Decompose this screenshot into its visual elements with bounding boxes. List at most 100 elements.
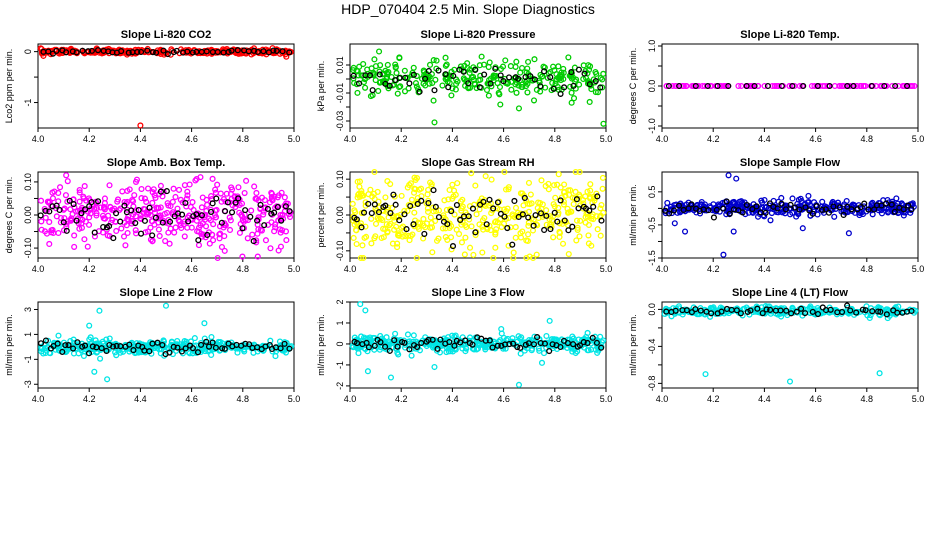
data-point: [275, 192, 282, 199]
overlay-point: [469, 341, 476, 348]
data-point: [449, 181, 456, 188]
data-point: [518, 83, 525, 90]
overlay-point: [154, 339, 161, 346]
data-point: [46, 240, 53, 247]
overlay-point: [504, 224, 511, 232]
overlay-point: [386, 347, 393, 354]
data-point: [240, 218, 248, 225]
data-point: [46, 198, 53, 205]
data-point: [510, 254, 517, 262]
data-point: [546, 213, 554, 220]
data-point: [890, 310, 897, 317]
overlay-point: [257, 201, 264, 208]
overlay-point: [118, 48, 125, 55]
data-point: [261, 49, 268, 56]
overlay-point: [883, 200, 890, 207]
data-point: [60, 206, 67, 213]
data-point: [485, 202, 492, 209]
outlier-point: [733, 175, 740, 182]
data-point: [504, 205, 511, 212]
y-axis-label: kPa per min.: [316, 61, 326, 112]
overlay-point: [376, 71, 383, 78]
plot-frame: [661, 171, 919, 259]
overlay-point: [73, 217, 80, 224]
data-point: [533, 86, 540, 93]
data-point: [492, 244, 499, 251]
data-point: [435, 235, 442, 242]
x-tick-label: 4.2: [707, 264, 720, 274]
outlier-point: [387, 374, 395, 381]
data-point: [415, 225, 422, 233]
overlay-point: [56, 206, 63, 214]
overlay-point: [530, 222, 537, 229]
data-point: [462, 222, 469, 229]
data-point: [209, 175, 216, 182]
data-point: [497, 65, 505, 73]
data-point: [597, 205, 604, 212]
overlay-point: [212, 344, 219, 351]
overlay-point: [442, 71, 449, 78]
data-point: [253, 195, 260, 203]
x-tick-label: 4.6: [185, 264, 198, 274]
data-point: [410, 332, 417, 339]
data-point: [62, 192, 69, 199]
data-point: [209, 237, 217, 244]
data-point: [181, 182, 188, 189]
data-point: [597, 232, 604, 239]
overlay-point: [809, 210, 816, 217]
panel-7: Slope Line 2 Flow 4.0 4.2 4.4 4.6 4.8 5.0 -3 -1 1…: [4, 287, 300, 404]
overlay-point: [688, 309, 695, 316]
data-point: [799, 204, 806, 212]
overlay-point: [225, 48, 232, 56]
overlay-point: [460, 68, 467, 75]
overlay-point: [386, 82, 393, 89]
overlay-point: [557, 343, 564, 351]
data-point: [81, 236, 88, 243]
data-point: [525, 231, 532, 238]
data-point: [394, 90, 401, 97]
data-point: [38, 348, 45, 355]
data-point: [389, 204, 396, 211]
data-point: [588, 215, 595, 222]
overlay-point: [688, 201, 695, 208]
data-point: [410, 64, 417, 71]
overlay-point: [59, 348, 66, 355]
x-tick-label: 4.6: [497, 264, 510, 274]
overlay-point: [431, 87, 438, 94]
data-point: [404, 207, 411, 214]
data-point: [61, 215, 68, 222]
overlay-point: [128, 207, 135, 214]
data-point: [277, 229, 284, 236]
data-point: [132, 227, 139, 234]
x-tick-label: 4.0: [344, 394, 357, 404]
data-point: [359, 242, 366, 249]
data-point: [691, 309, 698, 316]
x-tick-label: 4.4: [758, 264, 771, 274]
overlay-point: [671, 207, 678, 214]
data-point: [84, 243, 91, 250]
y-tick-label: 2: [335, 299, 345, 304]
y-tick-label: 0.0: [647, 80, 657, 93]
data-point: [351, 207, 358, 214]
data-point: [599, 185, 606, 192]
data-point: [408, 196, 415, 203]
overlay-point: [672, 307, 679, 314]
overlay-point: [402, 74, 409, 81]
x-tick-label: 4.2: [395, 394, 408, 404]
outlier-point: [786, 378, 794, 385]
overlay-point: [490, 205, 497, 212]
overlay-point: [848, 206, 855, 213]
data-point: [93, 212, 100, 219]
overlay-point: [537, 210, 545, 217]
data-point: [239, 253, 246, 260]
data-point: [116, 207, 123, 214]
overlay-point: [853, 309, 860, 316]
data-point: [517, 190, 524, 197]
data-point: [353, 240, 360, 248]
outlier-point: [55, 332, 62, 339]
data-point: [513, 89, 520, 96]
data-point: [157, 182, 164, 189]
data-point: [368, 240, 375, 247]
data-point: [885, 208, 892, 215]
overlay-point: [725, 82, 732, 90]
